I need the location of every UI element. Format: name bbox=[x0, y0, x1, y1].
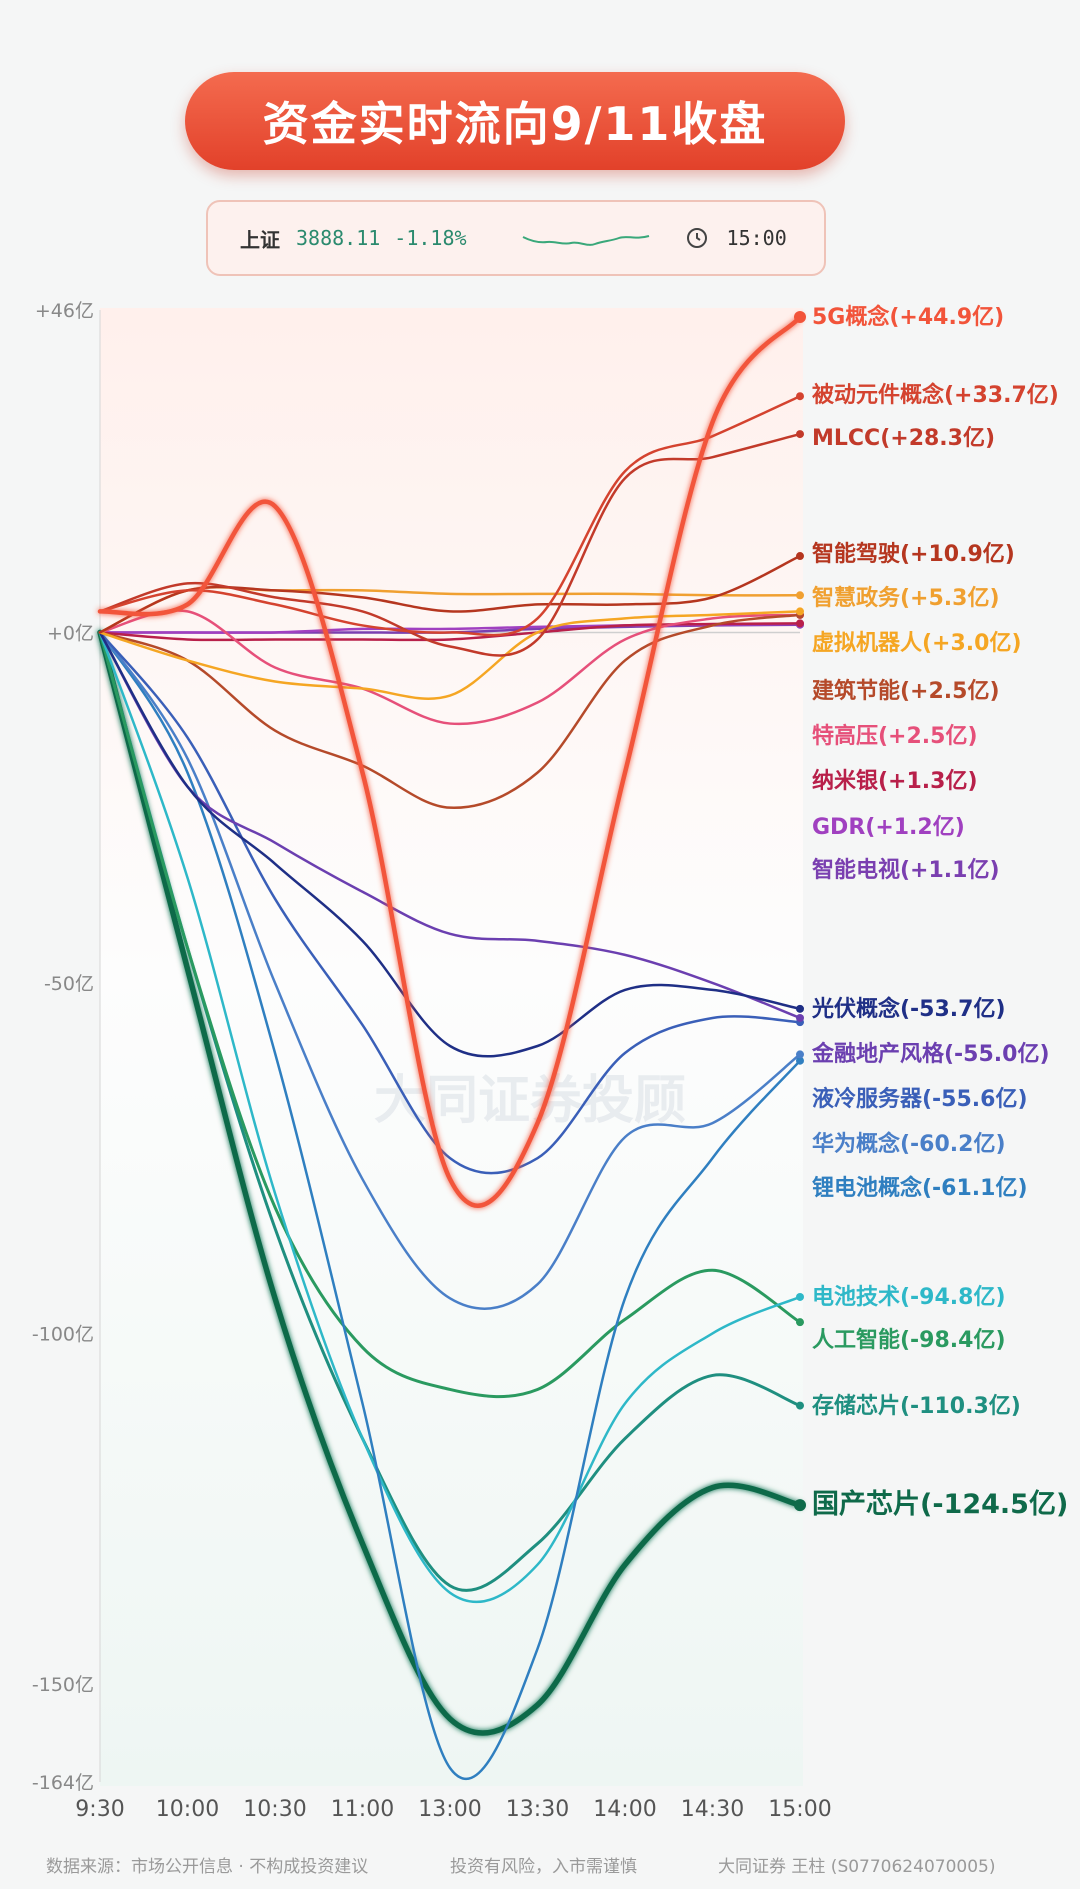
series-label: 被动元件概念(+33.7亿) bbox=[812, 382, 1059, 408]
series-end-point bbox=[796, 1013, 804, 1022]
series-line bbox=[98, 554, 802, 634]
sparkline-icon bbox=[522, 235, 649, 246]
index-name: 上证 bbox=[240, 227, 280, 252]
series-labels: 5G概念(+44.9亿) 被动元件概念(+33.7亿) MLCC(+28.3亿) 智能… bbox=[811, 304, 1068, 1520]
series-end-point bbox=[796, 552, 804, 561]
footer-author: 大同证券 王柱 (S0770624070005) bbox=[718, 1857, 996, 1877]
series-label: 光伏概念(-53.7亿) bbox=[811, 996, 1006, 1022]
x-tick-label: 13:30 bbox=[506, 1797, 569, 1822]
series-line bbox=[98, 610, 802, 700]
y-tick-label: -100亿 bbox=[32, 1323, 94, 1345]
series-label: 纳米银(+1.3亿) bbox=[812, 768, 978, 794]
series-label: MLCC(+28.3亿) bbox=[812, 426, 995, 451]
series-label: 锂电池概念(-61.1亿) bbox=[812, 1175, 1028, 1201]
x-tick-label: 10:00 bbox=[156, 1797, 219, 1822]
x-tick-label: 14:30 bbox=[681, 1797, 744, 1822]
x-tick-label: 11:00 bbox=[331, 1797, 394, 1822]
series-line bbox=[97, 314, 803, 1208]
series-line bbox=[97, 629, 803, 1736]
series-end-point bbox=[796, 607, 804, 616]
series-label: 华为概念(-60.2亿) bbox=[812, 1131, 1006, 1157]
index-ticker: 上证 3888.11 -1.18% 15:00 bbox=[206, 200, 826, 276]
series-end-point bbox=[796, 430, 804, 439]
series-label: 5G概念(+44.9亿) bbox=[812, 304, 1004, 330]
y-tick-label: -50亿 bbox=[44, 973, 94, 995]
series-label: 金融地产风格(-55.0亿) bbox=[811, 1041, 1050, 1067]
series-end-point bbox=[796, 1004, 804, 1013]
y-tick-label: -164亿 bbox=[32, 1772, 94, 1794]
series-end-point bbox=[796, 392, 804, 401]
series-label: 液冷服务器(-55.6亿) bbox=[812, 1086, 1028, 1112]
series-lines bbox=[97, 311, 806, 1781]
series-line bbox=[98, 631, 802, 1604]
index-time: 15:00 bbox=[726, 226, 787, 250]
series-label: 智能电视(+1.1亿) bbox=[812, 857, 1000, 883]
page-title: 资金实时流向9/11收盘 bbox=[185, 72, 845, 170]
series-end-point bbox=[794, 311, 806, 324]
series-line bbox=[98, 631, 802, 1175]
x-tick-label: 10:30 bbox=[243, 1797, 306, 1822]
series-label: 电池技术(-94.8亿) bbox=[812, 1285, 1006, 1310]
footer-risk: 投资有风险，入市需谨慎 bbox=[450, 1857, 637, 1877]
series-end-point bbox=[796, 619, 804, 628]
series-line bbox=[98, 394, 802, 637]
series-end-point bbox=[796, 1292, 804, 1301]
series-line bbox=[98, 631, 802, 1058]
series-end-point bbox=[796, 1318, 804, 1327]
index-change: -1.18% bbox=[394, 226, 467, 250]
y-tick-label: +0亿 bbox=[47, 622, 94, 644]
series-line bbox=[98, 613, 802, 809]
series-end-point bbox=[796, 1056, 804, 1065]
y-tick-label: -150亿 bbox=[32, 1674, 94, 1696]
x-tick-label: 14:00 bbox=[593, 1797, 656, 1822]
series-label: 存储芯片(-110.3亿) bbox=[812, 1393, 1021, 1419]
series-label: 智慧政务(+5.3亿) bbox=[812, 585, 1000, 611]
series-end-point bbox=[794, 1499, 806, 1512]
series-label: GDR(+1.2亿) bbox=[812, 815, 965, 840]
series-label: 人工智能(-98.4亿) bbox=[812, 1327, 1006, 1353]
x-axis: 9:30 10:00 10:30 11:00 13:00 13:30 14:00 14:30 1… bbox=[75, 1797, 831, 1822]
y-tick-label: +46亿 bbox=[35, 300, 94, 322]
series-line bbox=[98, 630, 802, 1399]
series-end-point bbox=[796, 1050, 804, 1059]
series-line bbox=[98, 631, 802, 1781]
x-tick-label: 15:00 bbox=[768, 1797, 831, 1822]
clock-icon bbox=[686, 228, 707, 248]
series-end-point bbox=[796, 591, 804, 600]
series-label: 特高压(+2.5亿) bbox=[812, 723, 978, 749]
series-line bbox=[98, 432, 802, 657]
series-line bbox=[98, 622, 802, 642]
series-line bbox=[98, 609, 802, 726]
footer-source: 数据来源：市场公开信息 · 不构成投资建议 bbox=[46, 1857, 369, 1877]
series-label: 国产芯片(-124.5亿) bbox=[812, 1489, 1068, 1520]
x-tick-label: 13:00 bbox=[418, 1797, 481, 1822]
series-label: 建筑节能(+2.5亿) bbox=[812, 678, 1000, 704]
series-label: 智能驾驶(+10.9亿) bbox=[812, 541, 1015, 567]
series-label: 虚拟机器人(+3.0亿) bbox=[812, 630, 1022, 656]
index-value: 3888.11 bbox=[296, 226, 381, 250]
series-end-point bbox=[796, 1401, 804, 1410]
x-tick-label: 9:30 bbox=[75, 1797, 124, 1822]
